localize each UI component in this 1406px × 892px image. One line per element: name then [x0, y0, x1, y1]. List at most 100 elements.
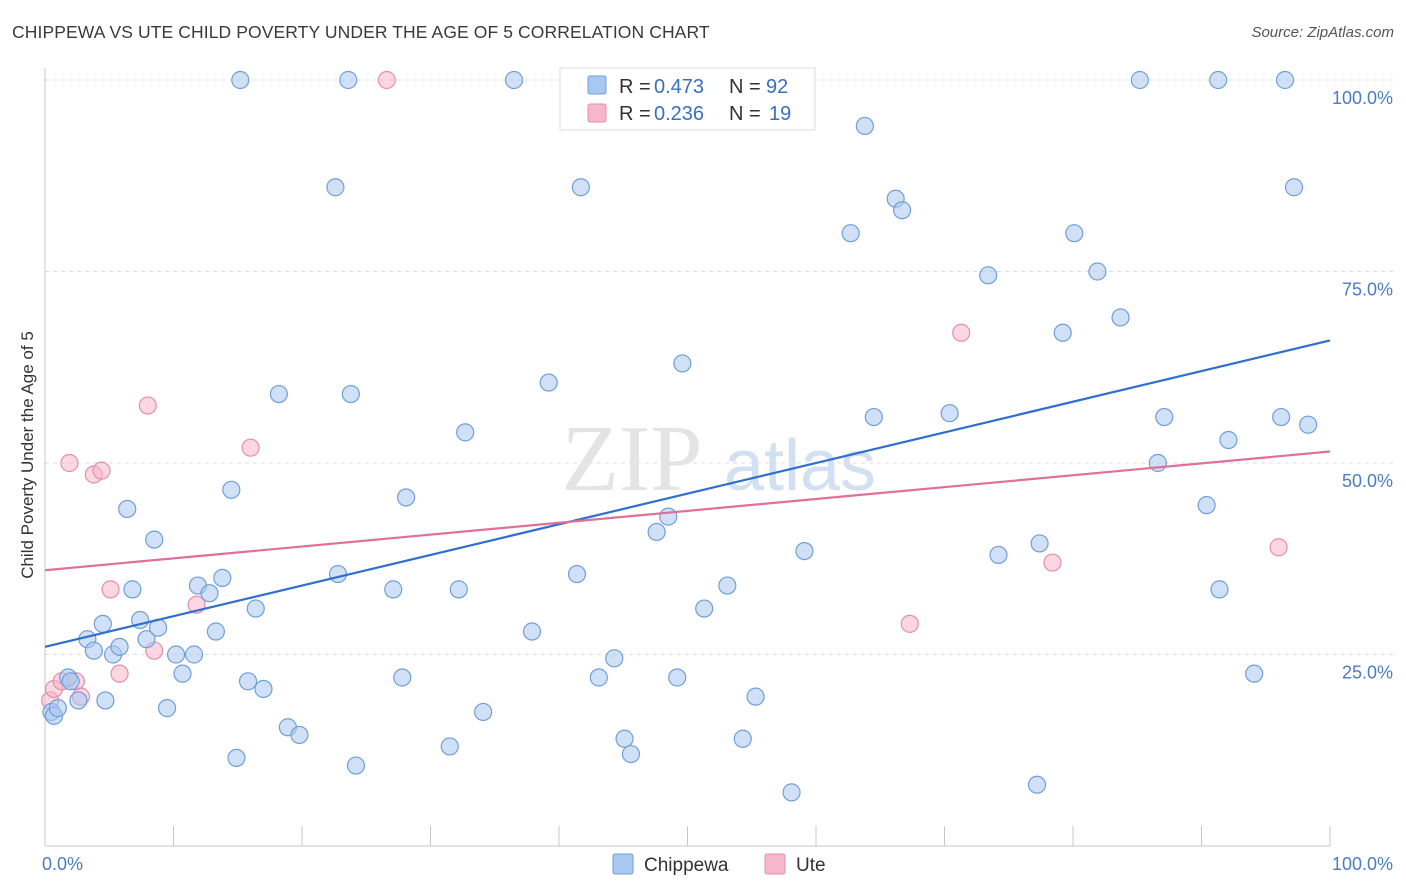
- chippewa-point-66: [841, 224, 860, 243]
- trend-lines: [44, 339, 1331, 648]
- ute-point-16: [952, 323, 971, 342]
- chippewa-point-86: [1219, 430, 1238, 450]
- stats-legend-ute-r-label: R =: [619, 103, 651, 125]
- chippewa-point-63: [746, 687, 765, 706]
- chippewa-point-52: [589, 668, 608, 687]
- chippewa-point-27: [227, 748, 246, 768]
- chippewa-point-79: [1111, 308, 1130, 327]
- stats-legend-chippewa-r-value: 0.473: [654, 76, 704, 98]
- grid: [45, 79, 1395, 655]
- chippewa-point-48: [522, 622, 542, 641]
- chippewa-point-84: [1209, 70, 1228, 90]
- chippewa-point-57: [659, 507, 678, 526]
- chippewa-point-54: [615, 729, 634, 748]
- chippewa-point-53: [605, 649, 624, 668]
- chippewa-point-13: [123, 580, 142, 599]
- legend-chippewa-swatch: [612, 853, 634, 875]
- watermark-zip: ZIP: [562, 407, 703, 511]
- ute-trend-line: [44, 450, 1331, 572]
- chippewa-point-18: [157, 699, 177, 718]
- x-tick-label-0: 0.0%: [42, 854, 83, 874]
- ute-points: [41, 70, 1288, 710]
- chippewa-point-91: [1299, 415, 1318, 434]
- chippewa-point-62: [733, 729, 752, 748]
- chippewa-point-58: [668, 668, 687, 687]
- y-tick-label-1: 50.0%: [1342, 471, 1393, 491]
- chippewa-point-68: [864, 407, 883, 427]
- chippewa-point-85: [1210, 580, 1229, 599]
- chippewa-point-29: [238, 672, 258, 691]
- y-tick-label-3: 100.0%: [1332, 88, 1393, 108]
- chippewa-point-26: [222, 480, 241, 499]
- ute-point-13: [241, 438, 260, 457]
- chippewa-point-88: [1275, 70, 1295, 90]
- chart-title: CHIPPEWA VS UTE CHILD POVERTY UNDER THE …: [12, 22, 710, 42]
- chippewa-point-64: [782, 783, 801, 802]
- ute-point-15: [900, 614, 919, 633]
- ute-point-9: [110, 664, 129, 683]
- chippewa-point-59: [673, 354, 692, 373]
- chippewa-point-56: [647, 522, 666, 542]
- chippewa-point-83: [1197, 496, 1216, 515]
- chippewa-point-34: [290, 725, 309, 745]
- legend-ute-label: Ute: [796, 855, 826, 876]
- chippewa-point-80: [1130, 70, 1149, 90]
- stats-legend: R = 0.473 N = 92 R = 0.236 N = 19: [559, 67, 816, 131]
- y-tick-label-2: 75.0%: [1342, 280, 1393, 300]
- y-tick-labels: 25.0% 50.0% 75.0% 100.0%: [1332, 88, 1393, 683]
- chippewa-point-12: [118, 499, 137, 519]
- stats-legend-chippewa-n-value: 92: [766, 76, 788, 98]
- chippewa-point-41: [393, 668, 412, 687]
- y-axis-label: Child Poverty Under the Age of 5: [18, 331, 37, 579]
- chippewa-point-61: [718, 576, 737, 595]
- chippewa-point-37: [339, 70, 358, 90]
- chippewa-point-87: [1245, 664, 1264, 683]
- y-tick-label-0: 25.0%: [1342, 663, 1393, 683]
- chippewa-point-8: [93, 614, 112, 633]
- stats-legend-ute-swatch: [587, 103, 607, 123]
- chippewa-point-75: [1030, 534, 1049, 553]
- bottom-legend: Chippewa Ute: [612, 853, 826, 876]
- chippewa-point-19: [166, 645, 186, 664]
- ute-point-17: [1043, 553, 1062, 572]
- chippewa-point-15: [137, 630, 156, 649]
- chippewa-point-38: [341, 384, 360, 404]
- chippewa-point-28: [231, 70, 250, 90]
- chippewa-point-78: [1088, 262, 1107, 281]
- chippewa-point-89: [1272, 407, 1291, 427]
- stats-legend-ute-n-value: 19: [769, 103, 791, 125]
- chippewa-point-24: [206, 622, 226, 641]
- chippewa-point-42: [396, 488, 416, 507]
- chippewa-point-73: [989, 545, 1008, 565]
- source-label: Source: ZipAtlas.com: [1251, 24, 1394, 41]
- chippewa-point-45: [456, 423, 475, 442]
- chippewa-point-55: [621, 744, 641, 764]
- chippewa-point-32: [269, 384, 288, 404]
- chippewa-point-77: [1065, 224, 1084, 243]
- stats-legend-chippewa-r-label: R =: [619, 76, 651, 98]
- chippewa-point-30: [246, 599, 265, 618]
- chippewa-point-43: [440, 737, 459, 756]
- stats-legend-ute-n-label: N =: [729, 103, 761, 125]
- chippewa-point-70: [892, 201, 912, 220]
- chippewa-point-72: [979, 266, 998, 285]
- chippewa-point-76: [1053, 323, 1072, 342]
- ute-point-10: [138, 396, 157, 415]
- legend-chippewa-label: Chippewa: [644, 855, 729, 876]
- chippewa-point-2: [48, 699, 67, 718]
- ute-point-14: [377, 70, 396, 90]
- watermark: ZIP atlas: [562, 407, 877, 511]
- ute-point-8: [101, 580, 120, 599]
- chippewa-point-82: [1155, 407, 1174, 427]
- x-tick-labels: 0.0% 100.0%: [42, 854, 1393, 874]
- chippewa-point-71: [940, 404, 959, 423]
- chippewa-point-50: [567, 564, 587, 584]
- stats-legend-chippewa-n-label: N =: [729, 76, 761, 98]
- chippewa-point-44: [449, 580, 468, 599]
- chippewa-point-35: [326, 178, 345, 197]
- ute-point-7: [92, 461, 111, 480]
- chippewa-point-40: [384, 580, 403, 599]
- chippewa-trend-line: [44, 339, 1331, 648]
- chippewa-point-67: [855, 116, 874, 136]
